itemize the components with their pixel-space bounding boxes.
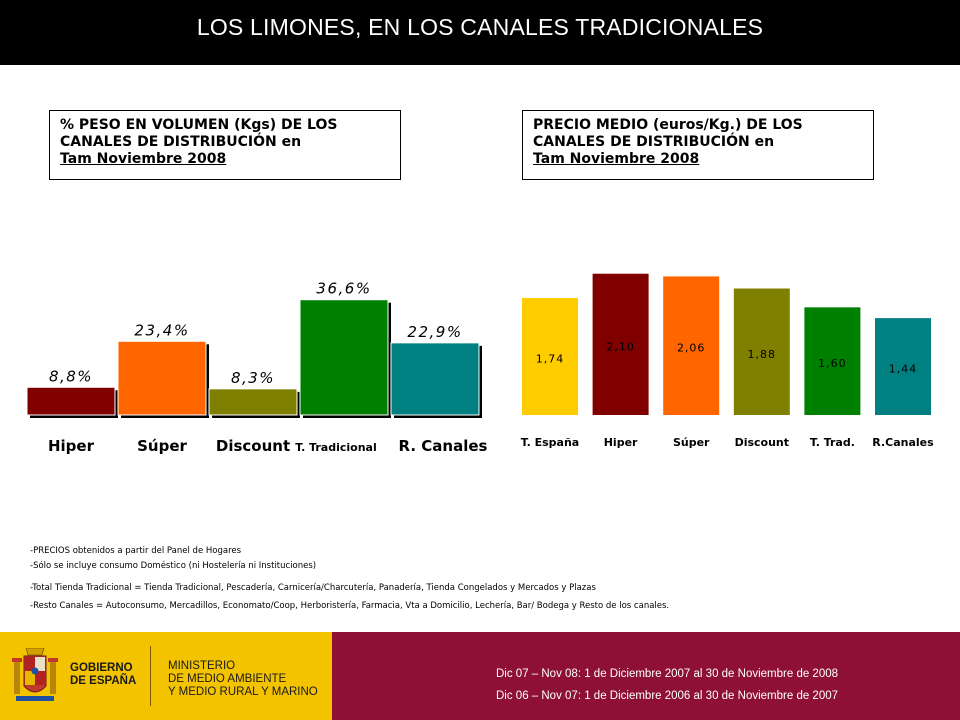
price-chart-title-line2: CANALES DE DISTRIBUCIÓN en [533, 134, 775, 150]
coat-of-arms-icon [12, 648, 58, 701]
price-chart-title-line3: Tam Noviembre 2008 [533, 151, 700, 167]
footer-separator [150, 646, 151, 706]
footer-government-band: GOBIERNO DE ESPAÑA MINISTERIO DE MEDIO A… [0, 632, 332, 720]
category-label: T. Trad. [810, 436, 855, 449]
volume-chart-title-line2: CANALES DE DISTRIBUCIÓN en [60, 134, 302, 150]
price-bar-chart: 1,74 T. España 2,10 Hiper 2,06 Súper 1,88 Disco… [521, 273, 934, 449]
data-label: 1,88 [748, 348, 777, 361]
data-label: 36,6% [316, 280, 371, 298]
ministry-label-line3: Y MEDIO RURAL Y MARINO [168, 686, 318, 698]
footnote-4: -Resto Canales = Autoconsumo, Mercadillo… [30, 601, 670, 611]
category-label: Súper [673, 436, 710, 449]
period-current: Dic 07 – Nov 08: 1 de Diciembre 2007 al … [496, 668, 839, 680]
bar [522, 297, 578, 415]
footer: GOBIERNO DE ESPAÑA MINISTERIO DE MEDIO A… [0, 632, 960, 720]
category-label: T. Tradicional [295, 441, 377, 454]
category-label: Discount [216, 437, 290, 455]
header-bar: LOS LIMONES, EN LOS CANALES TRADICIONALE… [0, 0, 960, 65]
government-label: GOBIERNO DE ESPAÑA [70, 662, 136, 688]
period-previous: Dic 06 – Nov 07: 1 de Diciembre 2006 al … [496, 690, 839, 702]
volume-chart-title-line1: % PESO EN VOLUMEN (Kgs) DE LOS [60, 117, 338, 133]
category-label: R. Canales [399, 437, 488, 455]
category-label: Hiper [48, 437, 95, 455]
bar [390, 342, 480, 416]
footnote-1: -PRECIOS obtenidos a partir del Panel de… [30, 546, 242, 556]
volume-chart-title-line3: Tam Noviembre 2008 [60, 151, 227, 167]
category-label: Hiper [604, 436, 638, 449]
bar [26, 386, 116, 416]
data-label: 8,3% [231, 369, 275, 387]
data-label: 1,60 [818, 357, 847, 370]
page-title: LOS LIMONES, EN LOS CANALES TRADICIONALE… [196, 14, 764, 40]
footnote-2: -Sólo se incluye consumo Doméstico (ni H… [30, 561, 317, 571]
government-label-line1: GOBIERNO [70, 662, 133, 674]
data-label: 8,8% [49, 367, 93, 385]
data-label: 2,10 [606, 340, 635, 353]
ministry-label: MINISTERIO DE MEDIO AMBIENTE Y MEDIO RUR… [168, 660, 318, 699]
bar [875, 318, 931, 415]
footnote-3: -Total Tienda Tradicional = Tienda Tradi… [30, 583, 596, 593]
ministry-label-line2: DE MEDIO AMBIENTE [168, 673, 287, 685]
price-chart-title-box: PRECIO MEDIO (euros/Kg.) DE LOS CANALES … [522, 110, 874, 180]
volume-bar-chart: 8,8% Hiper 23,4% Súper 8,3% Discount 36,6% T. T… [26, 280, 488, 455]
category-label: R.Canales [872, 436, 934, 449]
government-label-line2: DE ESPAÑA [70, 675, 137, 687]
bar [663, 276, 720, 415]
category-label: Súper [137, 437, 187, 455]
footer-period-band [332, 632, 960, 720]
data-label: 22,9% [407, 323, 462, 341]
bar [208, 388, 298, 416]
bar [804, 307, 861, 415]
data-label: 2,06 [677, 342, 706, 355]
volume-chart-title-box: % PESO EN VOLUMEN (Kgs) DE LOS CANALES D… [49, 110, 401, 180]
price-chart-title-line1: PRECIO MEDIO (euros/Kg.) DE LOS [533, 117, 803, 133]
bar [733, 288, 790, 415]
data-label: 1,74 [536, 352, 565, 365]
data-label: 23,4% [134, 321, 189, 339]
category-label: T. España [521, 436, 579, 449]
category-label: Discount [735, 436, 789, 449]
bar [117, 340, 207, 416]
data-label: 1,44 [889, 363, 918, 376]
ministry-label-line1: MINISTERIO [168, 660, 236, 672]
bar [299, 299, 389, 416]
bar [592, 273, 649, 415]
